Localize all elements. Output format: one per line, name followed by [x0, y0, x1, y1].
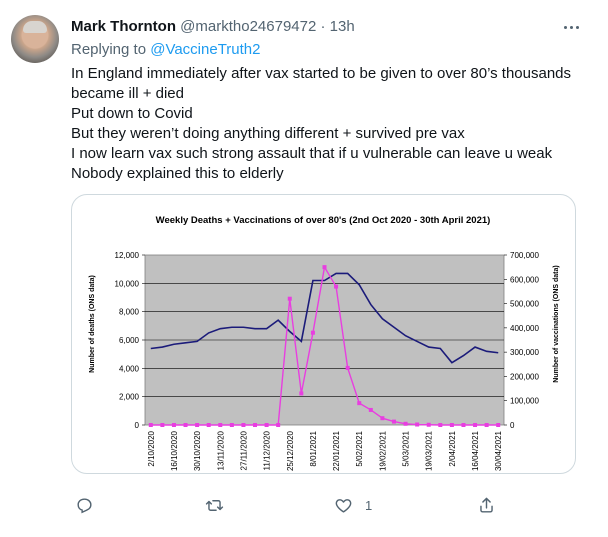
vaccinations-point: [264, 423, 269, 427]
y-tick-label: 2,000: [119, 393, 140, 402]
x-tick-label: 16/10/2020: [170, 430, 179, 471]
vaccinations-point: [253, 423, 258, 427]
vaccinations-point: [438, 423, 443, 427]
vaccinations-point: [473, 423, 478, 427]
retweet-icon: [205, 499, 224, 511]
vaccinations-point: [218, 423, 223, 427]
x-tick-label: 11/12/2020: [263, 430, 272, 470]
y2-tick-label: 700,000: [510, 251, 539, 260]
vaccinations-point: [171, 423, 176, 427]
vaccinations-point: [334, 284, 339, 289]
y-tick-label: 0: [135, 421, 140, 430]
share-button[interactable]: [477, 490, 508, 520]
vaccinations-point: [310, 330, 315, 335]
retweet-button[interactable]: [205, 490, 236, 520]
reply-button[interactable]: [75, 490, 106, 520]
vaccinations-point: [287, 296, 292, 301]
vaccinations-point: [357, 401, 362, 406]
x-tick-label: 5/03/2021: [402, 430, 411, 466]
x-tick-label: 27/11/2020: [239, 430, 248, 470]
chart-title: Weekly Deaths + Vaccinations of over 80'…: [156, 215, 491, 226]
y-axis-label: Number of deaths (ONS data): [89, 275, 96, 373]
x-tick-label: 19/02/2021: [378, 430, 387, 471]
y2-tick-label: 300,000: [510, 348, 539, 357]
tweet-header: Mark Thornton @marktho24679472 · 13h: [71, 18, 355, 38]
x-tick-label: 8/01/2021: [309, 430, 318, 466]
y-tick-label: 8,000: [119, 308, 140, 317]
x-tick-label: 16/04/2021: [471, 430, 480, 471]
y-tick-label: 10,000: [115, 279, 140, 288]
y2-tick-label: 200,000: [510, 372, 539, 381]
vaccinations-point: [322, 265, 327, 270]
vaccinations-point: [484, 423, 489, 427]
x-tick-label: 30/04/2021: [494, 430, 503, 471]
vaccinations-point: [415, 422, 420, 427]
like-icon: [335, 498, 352, 513]
timestamp[interactable]: 13h: [329, 18, 355, 35]
vaccinations-point: [426, 422, 431, 427]
tweet-media-chart[interactable]: Weekly Deaths + Vaccinations of over 80'…: [71, 194, 576, 474]
x-tick-label: 19/03/2021: [425, 430, 434, 471]
share-icon: [480, 497, 493, 513]
author-handle[interactable]: @marktho24679472: [180, 18, 317, 35]
x-tick-label: 5/02/2021: [355, 430, 364, 466]
vaccinations-point: [449, 423, 454, 427]
vaccinations-point: [380, 416, 385, 421]
vaccinations-point: [345, 365, 350, 370]
y-tick-label: 4,000: [119, 364, 140, 373]
x-tick-label: 2/10/2020: [147, 430, 156, 466]
vaccinations-point: [368, 407, 373, 412]
x-tick-label: 2/04/2021: [448, 430, 457, 466]
separator-dot: ·: [320, 18, 326, 35]
tweet-line: Nobody explained this to elderly: [71, 165, 284, 182]
vaccinations-point: [160, 423, 165, 427]
like-count: 1: [365, 497, 373, 513]
vaccinations-point: [148, 423, 153, 427]
tweet-line: I now learn vax such strong assault that…: [71, 145, 553, 162]
vaccinations-point: [276, 423, 281, 427]
deaths-line: [150, 272, 499, 364]
reply-icon: [77, 497, 92, 513]
replying-to-link[interactable]: @VaccineTruth2: [150, 41, 261, 58]
vaccinations-point: [461, 423, 466, 427]
y2-tick-label: 100,000: [510, 397, 539, 406]
vaccinations-point: [403, 421, 408, 426]
y-tick-label: 12,000: [115, 251, 140, 260]
author-name[interactable]: Mark Thornton: [71, 18, 176, 35]
y2-tick-label: 600,000: [510, 275, 539, 284]
replying-prefix: Replying to: [71, 41, 151, 58]
y-tick-label: 6,000: [119, 336, 140, 345]
tweet-line: But they weren’t doing anything differen…: [71, 125, 465, 142]
y2-tick-label: 0: [510, 421, 515, 430]
vaccinations-point: [183, 423, 188, 427]
x-tick-label: 22/01/2021: [332, 430, 341, 471]
replying-to: Replying to @VaccineTruth2: [71, 41, 261, 58]
y2-tick-label: 400,000: [510, 324, 539, 333]
x-tick-label: 13/11/2020: [216, 430, 225, 470]
tweet-line: Put down to Covid: [71, 105, 193, 122]
vaccinations-point: [206, 423, 211, 427]
like-button[interactable]: 1: [334, 490, 372, 520]
vaccinations-point: [229, 423, 234, 427]
x-tick-label: 30/10/2020: [193, 430, 202, 471]
y2-axis-label: Number of vaccinations (ONS data): [553, 265, 560, 382]
action-bar: 1: [71, 490, 576, 520]
chart: Weekly Deaths + Vaccinations of over 80'…: [89, 215, 560, 471]
tweet-text: In England immediately after vax started…: [71, 64, 591, 184]
vaccinations-point: [195, 423, 200, 427]
vaccinations-point: [241, 423, 246, 427]
more-icon[interactable]: [558, 14, 584, 40]
avatar[interactable]: [11, 15, 59, 63]
y2-tick-label: 500,000: [510, 300, 539, 309]
vaccinations-point: [496, 423, 501, 427]
tweet-line: In England immediately after vax started…: [71, 65, 572, 102]
vaccinations-point: [299, 391, 304, 396]
x-tick-label: 25/12/2020: [286, 430, 295, 471]
vaccinations-point: [391, 419, 396, 424]
